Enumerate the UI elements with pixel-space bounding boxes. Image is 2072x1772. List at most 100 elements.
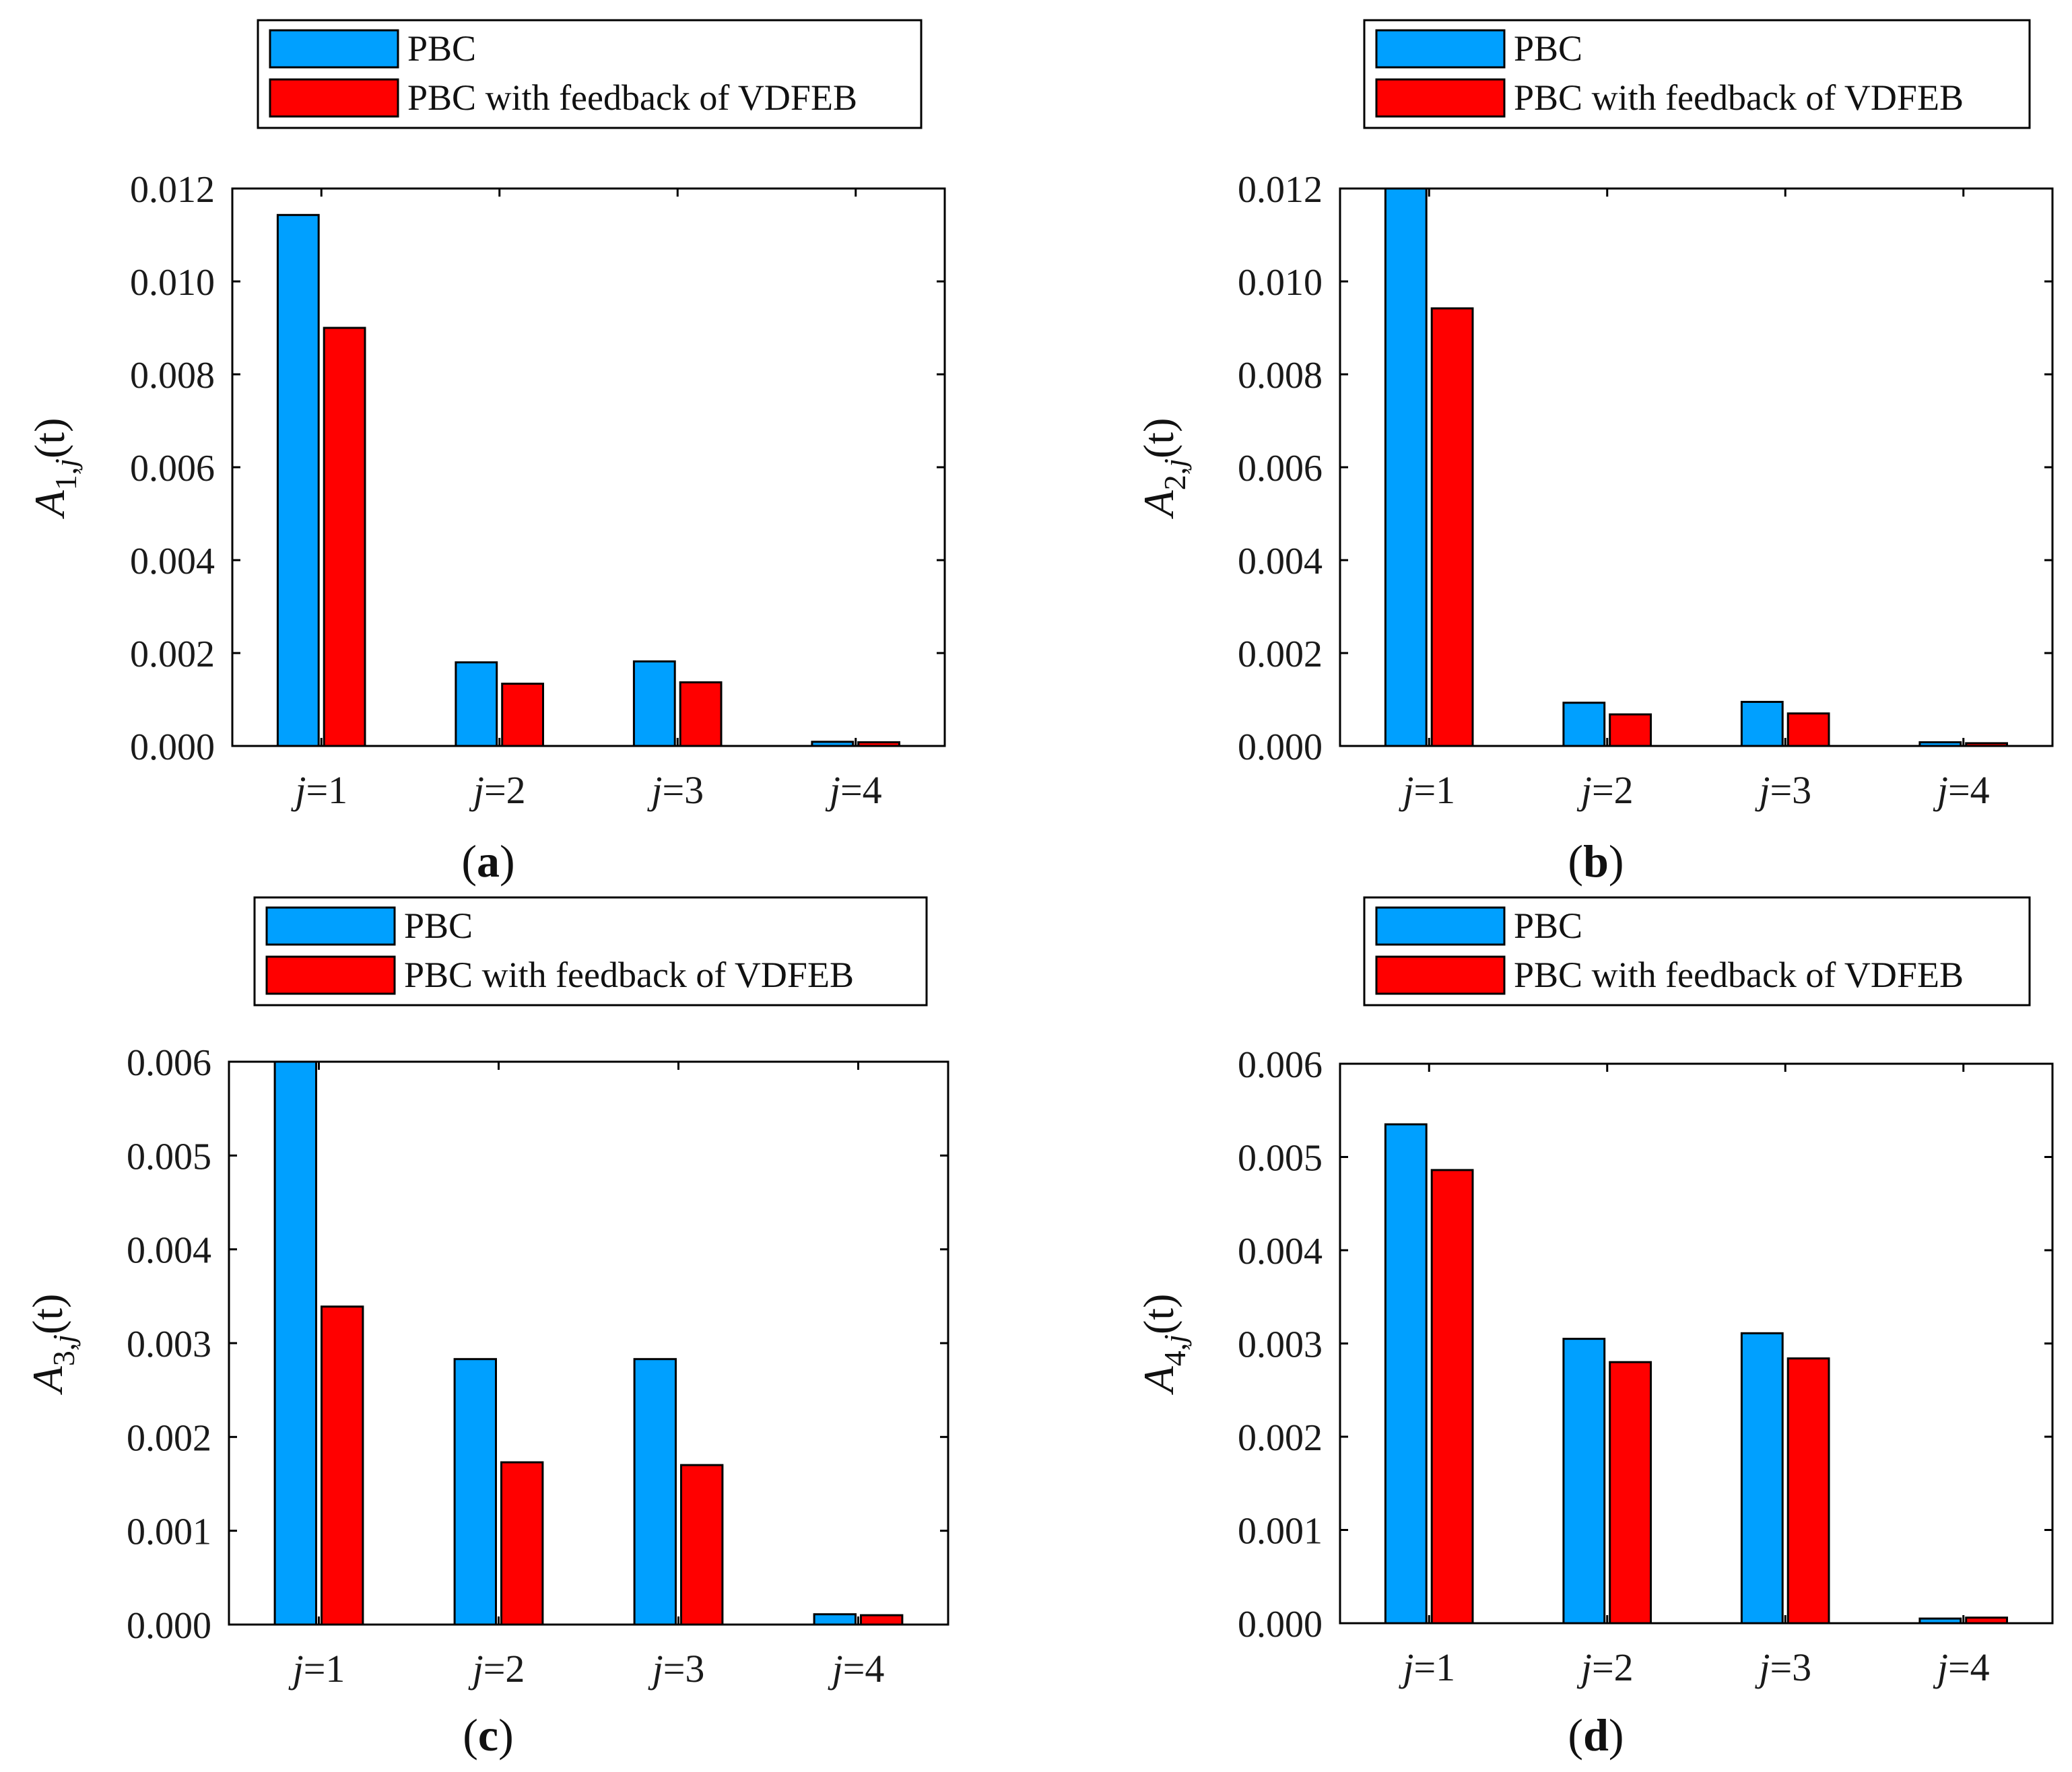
y-label-letter: A [26,489,73,519]
bar-vdfeb-j3 [1786,1357,1830,1625]
x-tick-label: j=2 [469,768,526,812]
y-tick-label: 0.012 [130,169,215,211]
x-tick-value: =4 [840,768,882,812]
y-tick-label: 0.004 [130,541,215,582]
panel-label: (a) [461,836,514,887]
x-tick-label: j=4 [825,768,882,812]
x-tick-var: j [648,1647,663,1691]
x-tick-value: =3 [1770,1645,1811,1689]
panel-paren-close: ) [1609,1709,1624,1761]
bar-vdfeb-j2 [500,1461,544,1626]
bar-pbc-j3 [633,1358,677,1626]
y-tick-label: 0.002 [127,1417,211,1459]
x-tick-var: j [1933,768,1948,812]
panel-paren-open: ( [1568,1709,1583,1761]
panel-letter: d [1583,1709,1609,1761]
panel-label: (d) [1568,1709,1624,1761]
y-axis-label: A1,j(t) [26,418,83,520]
legend-swatch-vdfeb [1375,78,1506,118]
x-tick-label: j=3 [646,768,704,812]
bar-pbc-j3 [632,660,676,747]
panel-letter: c [478,1709,498,1761]
panel-letter: a [477,836,500,887]
y-tick-label: 0.008 [1238,355,1323,397]
x-tick-label: j=1 [290,768,347,812]
bar-pbc-j3 [1740,701,1784,747]
x-tick-value: =3 [1770,768,1811,812]
x-tick-value: =4 [1948,1645,1990,1689]
y-label-suffix: (t) [26,418,73,458]
x-tick-var: j [828,1647,843,1691]
x-tick-label: j=1 [1398,1645,1455,1689]
y-label-suffix: (t) [1135,1294,1182,1334]
x-tick-value: =3 [663,1647,705,1691]
bar-pbc-j2 [453,1358,497,1626]
y-tick-label: 0.000 [127,1605,211,1647]
x-tick-value: =2 [1592,1645,1634,1689]
x-tick-var: j [1576,1645,1592,1689]
x-tick-label: j=1 [1398,768,1455,812]
panel-paren-close: ) [500,836,515,887]
x-tick-value: =2 [483,1647,525,1691]
y-tick-label: 0.000 [1238,1604,1323,1645]
bar-pbc-j4 [1918,741,1962,747]
legend: PBC PBC with feedback of VDFEB [257,19,923,129]
y-tick-label: 0.004 [1238,541,1323,582]
bar-pbc-j1 [1384,187,1428,747]
legend-label-vdfeb: PBC with feedback of VDFEB [1514,77,1964,118]
legend-swatch-vdfeb [1375,955,1506,995]
bar-vdfeb-j2 [501,683,545,747]
x-tick-var: j [825,768,840,812]
legend-swatch-pbc [1375,29,1506,69]
bar-vdfeb-j4 [1965,742,2008,747]
x-tick-label: j=2 [468,1647,525,1691]
y-label-suffix: (t) [24,1294,71,1334]
x-tick-var: j [1398,1645,1413,1689]
y-tick-label: 0.004 [1238,1231,1323,1272]
panel-paren-close: ) [1609,836,1624,887]
y-tick-label: 0.010 [130,262,215,304]
bar-pbc-j1 [276,213,320,747]
y-tick-label: 0.003 [127,1324,211,1365]
legend: PBC PBC with feedback of VDFEB [1363,19,2031,129]
x-tick-value: =1 [1413,1645,1455,1689]
x-tick-value: =1 [304,1647,345,1691]
bar-vdfeb-j2 [1609,1361,1652,1625]
panel-paren-open: ( [461,836,477,887]
x-tick-label: j=4 [1933,768,1990,812]
y-label-suffix: (t) [1135,418,1182,458]
legend-swatch-vdfeb [265,955,396,995]
bar-pbc-j4 [1918,1617,1962,1625]
x-tick-value: =1 [306,768,347,812]
y-tick-label: 0.000 [1238,726,1323,768]
x-tick-label: j=1 [288,1647,345,1691]
x-tick-var: j [290,768,306,812]
bar-vdfeb-j1 [323,327,366,747]
legend: PBC PBC with feedback of VDFEB [1363,896,2031,1007]
y-label-letter: A [1135,489,1182,519]
legend-swatch-pbc [265,906,396,946]
x-tick-value: =2 [484,768,526,812]
x-tick-var: j [646,768,662,812]
y-label-sub: 1, [48,467,83,491]
y-label-sub: 3, [46,1343,81,1367]
x-tick-value: =1 [1413,768,1455,812]
panel-label: (b) [1568,836,1624,887]
legend-label-vdfeb: PBC with feedback of VDFEB [404,955,854,995]
bar-vdfeb-j1 [1430,1169,1474,1625]
y-tick-label: 0.006 [1238,1044,1323,1086]
y-tick-label: 0.010 [1238,262,1323,304]
x-tick-label: j=3 [1754,768,1811,812]
y-tick-label: 0.000 [130,726,215,768]
y-label-sub-var: j [1158,458,1192,471]
y-tick-label: 0.006 [130,448,215,489]
y-label-letter: A [1135,1365,1182,1395]
legend-label-pbc: PBC [1514,906,1582,946]
x-tick-var: j [1933,1645,1948,1689]
x-tick-var: j [1754,768,1770,812]
legend-swatch-vdfeb [269,78,399,118]
y-label-letter: A [24,1365,71,1395]
y-label-sub: 2, [1158,467,1192,491]
bar-vdfeb-j4 [857,741,900,747]
bar-vdfeb-j1 [1430,307,1474,747]
